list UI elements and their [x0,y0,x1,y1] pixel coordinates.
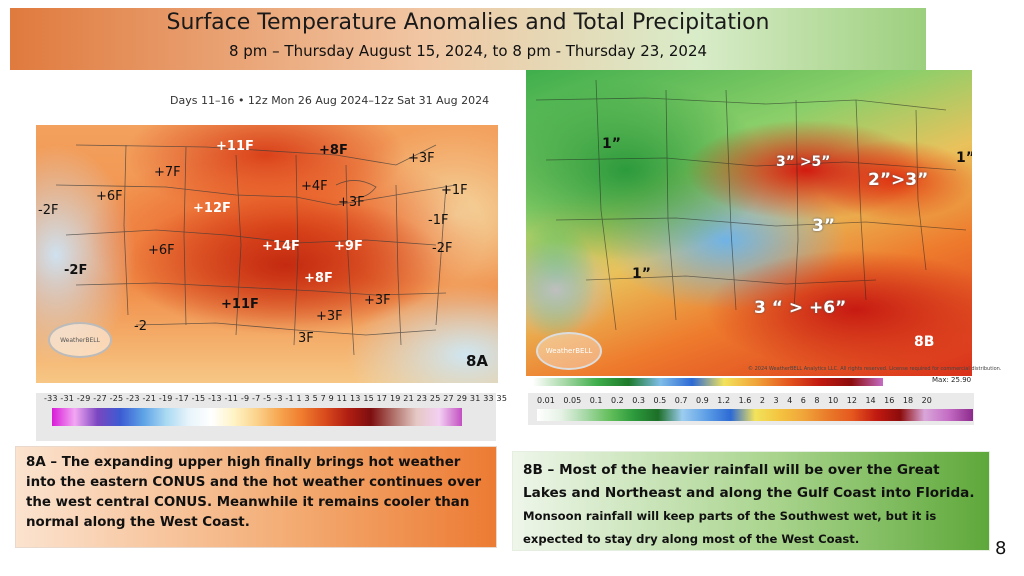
state-borders-a [55,144,457,356]
anomaly-label: +1F [441,183,468,198]
anomaly-label: +12F [193,201,231,216]
anomaly-label: -1F [428,213,449,228]
precipitation-map: 1” 3” >5” 1” 2”>3” 3” 1” 3 “ > +6” [526,70,972,376]
title-banner [10,8,926,70]
anomaly-label: +8F [319,143,348,158]
anomaly-label: -2F [38,203,59,218]
temperature-colorbar [52,408,462,426]
precip-label: 3” >5” [776,154,831,170]
anomaly-label: +11F [221,297,259,312]
page-number: 8 [995,538,1007,559]
precip-label: 3 “ > +6” [754,298,847,318]
anomaly-label: +11F [216,139,254,154]
anomaly-label: -2F [432,241,453,256]
precip-label: 1” [602,136,621,152]
anomaly-label: +6F [148,243,175,258]
anomaly-label: -2F [64,263,88,278]
panel-a-tag: 8A [466,352,489,370]
caption-8b-small: Monsoon rainfall will keep parts of the … [523,509,937,546]
anomaly-label: -2 [134,319,147,334]
panel-a-days-header: Days 11–16 • 12z Mon 26 Aug 2024–12z Sat… [170,94,490,107]
weatherbell-logo: WeatherBELL [48,322,112,358]
state-borders-b [535,79,967,331]
anomaly-label: +3F [408,151,435,166]
max-value-label: Max: 25.90 [932,376,972,384]
anomaly-label: +3F [316,309,343,324]
anomaly-label: +3F [364,293,391,308]
temperature-anomaly-map: +11F +8F +3F +7F +6F +4F +1F -2F +12F +3… [36,125,498,383]
caption-8a: 8A – The expanding upper high finally br… [15,446,497,548]
precip-label: 1” [632,266,651,282]
anomaly-label: +9F [334,239,363,254]
slide-subtitle: 8 pm – Thursday August 15, 2024, to 8 pm… [228,42,708,60]
anomaly-label: +14F [262,239,300,254]
anomaly-label: +6F [96,189,123,204]
precip-label: 2”>3” [868,170,929,190]
copyright-note: © 2024 WeatherBELL Analytics LLC. All ri… [748,366,1002,372]
caption-8b-main: 8B – Most of the heavier rainfall will b… [523,462,975,501]
anomaly-label: +8F [304,271,333,286]
panel-b-tag: 8B [914,334,935,350]
temperature-scale-ticks: -33 -31 -29 -27 -25 -23 -21 -19 -17 -15 … [44,394,508,403]
precip-label: 3” [812,216,836,236]
slide-title: Surface Temperature Anomalies and Total … [166,10,770,35]
precip-colorbar [537,409,973,421]
anomaly-label: 3F [298,331,314,346]
anomaly-label: +4F [301,179,328,194]
anomaly-label: +7F [154,165,181,180]
precip-label: 1” [956,150,972,166]
anomaly-label: +3F [338,195,365,210]
precip-scale-ticks: 0.01 0.05 0.1 0.2 0.3 0.5 0.7 0.9 1.2 1.… [537,396,932,405]
weatherbell-logo: WeatherBELL [536,332,602,370]
precip-mini-colorbar [533,378,883,386]
caption-8b: 8B – Most of the heavier rainfall will b… [512,451,990,551]
